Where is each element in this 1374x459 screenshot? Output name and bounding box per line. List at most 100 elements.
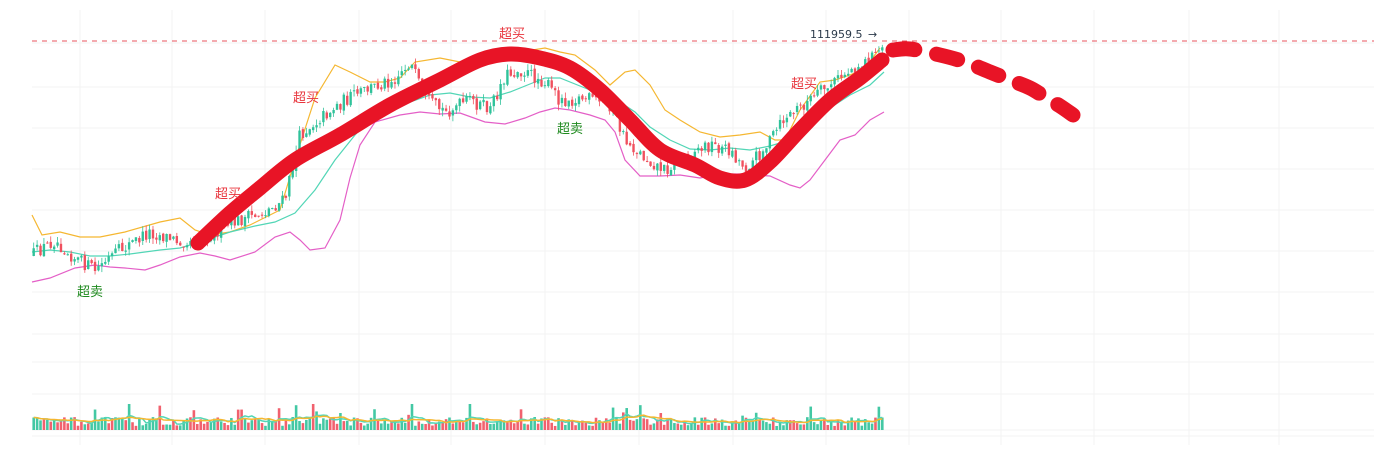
candle-up (114, 248, 117, 254)
volume-bar (502, 420, 506, 430)
candle-up (765, 148, 768, 153)
volume-bar (206, 421, 209, 430)
volume-bar (587, 425, 591, 430)
candle-up (543, 85, 547, 87)
volume-bar (250, 420, 254, 430)
candle-up (847, 73, 850, 76)
volume-bar (696, 424, 700, 430)
volume-bar (281, 425, 284, 430)
candle-up (877, 50, 881, 52)
candle-up (134, 237, 138, 241)
volume-bar (90, 422, 93, 430)
volume-bar (570, 419, 574, 430)
volume-bar (819, 419, 823, 430)
volume-bar (345, 420, 349, 430)
volume-bar (267, 418, 271, 430)
volume-bar (823, 418, 826, 430)
candle-up (560, 97, 564, 104)
volume-bar (424, 423, 427, 430)
volume-bar (161, 424, 165, 430)
volume-bar (335, 423, 339, 430)
candle-down (461, 98, 465, 103)
volume-bar (874, 417, 877, 430)
volume-bar (230, 417, 233, 430)
volume-bar (362, 425, 366, 430)
candle-up (710, 141, 714, 153)
volume-bar (407, 414, 410, 430)
candle-up (185, 245, 189, 248)
volume-bar (359, 422, 363, 430)
candle-up (100, 263, 104, 267)
candle-down (46, 242, 49, 244)
volume-bar (35, 418, 39, 430)
candle-up (785, 117, 789, 123)
volume-bar (550, 422, 554, 430)
volume-bar (540, 418, 543, 430)
volume-bar (509, 419, 513, 430)
grid-lines (32, 10, 1374, 445)
candle-down (431, 94, 434, 99)
candle-down (584, 98, 587, 100)
candle-up (441, 107, 444, 111)
candle-up (492, 95, 495, 107)
candle-down (138, 237, 141, 243)
candle-up (76, 257, 80, 260)
candle-up (574, 102, 577, 106)
volume-bar (393, 420, 397, 430)
candle-up (506, 69, 509, 85)
volume-bar (717, 423, 721, 430)
volume-bar (291, 417, 295, 430)
candle-up (768, 136, 772, 149)
candle-up (458, 98, 461, 107)
candle-up (332, 109, 335, 114)
candle-up (124, 250, 127, 252)
candle-up (243, 216, 247, 227)
candle-up (383, 78, 386, 89)
candle-down (652, 165, 656, 170)
volume-bar (615, 416, 618, 430)
volume-bar (182, 420, 185, 430)
volume-bar (724, 425, 727, 430)
volume-bar (833, 425, 836, 430)
trend-curve-projection-dashed (885, 41, 1081, 123)
candle-up (271, 208, 274, 210)
volume-bar (806, 417, 809, 430)
volume-bar (581, 420, 584, 430)
volume-bar (465, 417, 468, 430)
volume-bar (669, 419, 673, 430)
volume-bar (46, 419, 49, 430)
volume-bar (512, 423, 516, 430)
volume-bar (165, 424, 168, 430)
candle-up (819, 85, 823, 90)
volume-bar (172, 420, 175, 430)
volume-bar (52, 419, 56, 430)
candle-down (240, 215, 243, 226)
volume-bar (860, 425, 864, 430)
volume-bar (686, 425, 690, 430)
volume-bar (666, 419, 669, 430)
candle-up (281, 195, 284, 204)
arrow-right-icon: → (868, 28, 877, 41)
volume-bar (427, 419, 431, 430)
candle-down (758, 151, 761, 161)
volume-bar (131, 422, 134, 430)
candle-down (260, 214, 264, 216)
volume-bar (478, 422, 482, 430)
volume-bar (748, 420, 751, 430)
volume-bar (683, 421, 686, 430)
volume-bar (485, 418, 489, 430)
volume-bar (458, 421, 461, 430)
candle-down (366, 86, 369, 92)
volume-bar (792, 420, 795, 430)
volume-bar (83, 424, 87, 430)
candle-up (288, 175, 291, 197)
volume-bar (216, 417, 220, 430)
candle-up (308, 129, 311, 135)
candle-up (751, 160, 754, 169)
candle-down (257, 215, 260, 217)
candle-up (465, 96, 468, 102)
volume-bar (63, 417, 66, 430)
volume-bar (870, 423, 874, 430)
candle-down (438, 99, 441, 110)
volume-bar (66, 423, 70, 430)
